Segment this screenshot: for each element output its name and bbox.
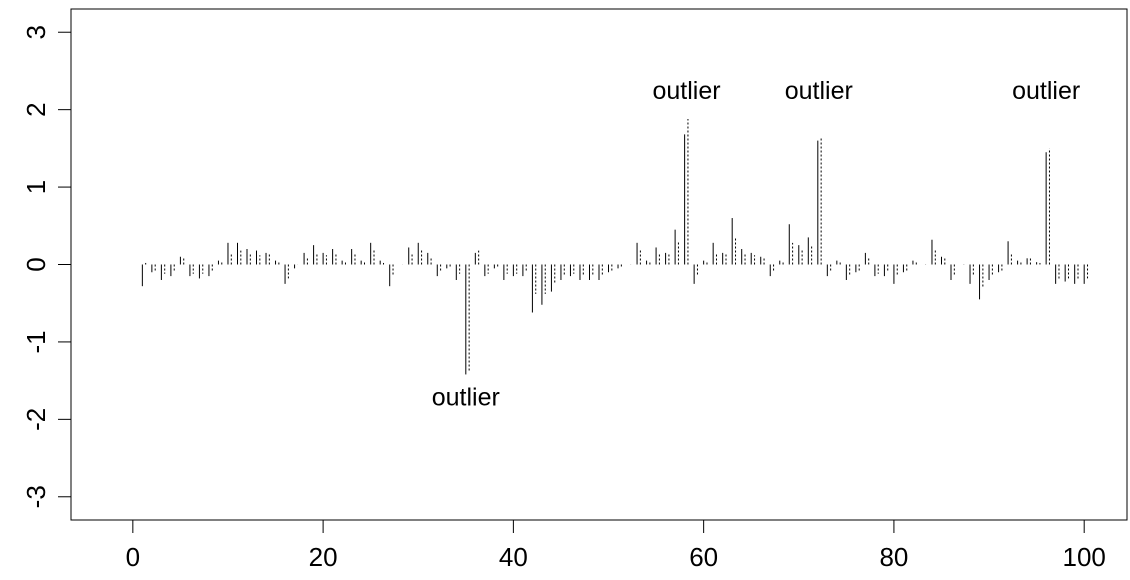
- x-tick-label: 60: [689, 542, 718, 572]
- x-axis: 0 20 40 60 80 100: [126, 519, 1106, 572]
- y-tick-label: -1: [21, 330, 51, 353]
- outlier-annotation: outlier: [1012, 77, 1080, 105]
- outlier-annotation: outlier: [652, 77, 720, 105]
- x-tick-label: 100: [1062, 542, 1105, 572]
- y-tick-label: 1: [21, 180, 51, 194]
- y-tick-label: 3: [21, 25, 51, 39]
- y-tick-label: -3: [21, 485, 51, 508]
- x-tick-label: 0: [126, 542, 140, 572]
- x-tick-label: 80: [879, 542, 908, 572]
- x-tick-label: 20: [309, 542, 338, 572]
- y-tick-label: 0: [21, 257, 51, 271]
- y-tick-label: -2: [21, 408, 51, 431]
- outlier-annotation: outlier: [432, 383, 500, 411]
- y-tick-label: 2: [21, 102, 51, 116]
- series-layer: [141, 118, 1089, 375]
- x-tick-label: 40: [499, 542, 528, 572]
- y-axis: -3 -2 -1 0 1 2 3: [21, 25, 72, 508]
- outlier-annotation: outlier: [785, 77, 853, 105]
- annotation-layer: outlier outlier outlier outlier: [432, 77, 1080, 412]
